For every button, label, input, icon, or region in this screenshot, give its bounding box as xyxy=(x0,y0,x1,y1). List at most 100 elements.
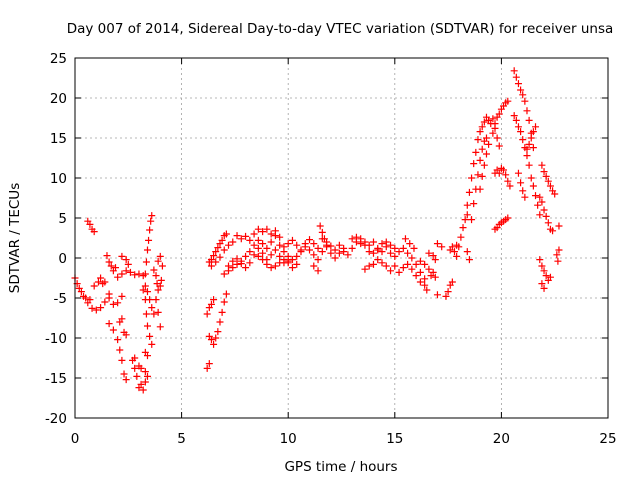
series-arc-l xyxy=(139,286,156,360)
data-point xyxy=(410,244,418,252)
data-point xyxy=(207,262,215,270)
data-point xyxy=(288,256,296,264)
data-point xyxy=(450,248,458,256)
series-arc-k xyxy=(131,354,149,376)
data-point xyxy=(457,233,465,241)
data-point xyxy=(365,262,373,270)
data-point xyxy=(293,252,301,260)
data-point xyxy=(146,296,154,304)
data-point xyxy=(495,169,503,177)
data-point xyxy=(433,291,441,299)
data-point xyxy=(395,248,403,256)
data-point xyxy=(521,193,529,201)
data-point xyxy=(512,116,520,124)
data-point xyxy=(147,217,155,225)
y-tick-label: -15 xyxy=(45,371,67,387)
data-point xyxy=(546,273,554,281)
data-point xyxy=(143,288,151,296)
data-point xyxy=(137,364,145,372)
data-point xyxy=(229,238,237,246)
data-point xyxy=(320,235,328,243)
data-point xyxy=(382,262,390,270)
data-point xyxy=(118,356,126,364)
series-arc-e xyxy=(103,252,120,275)
data-point xyxy=(510,112,518,120)
series-arc-at xyxy=(491,214,512,233)
data-point xyxy=(141,270,149,278)
data-point xyxy=(495,110,503,118)
data-point xyxy=(276,233,284,241)
series-arc-ad xyxy=(399,244,429,283)
series-arc-c xyxy=(84,217,98,236)
data-point xyxy=(465,188,473,196)
data-point xyxy=(352,233,360,241)
data-point xyxy=(109,300,117,308)
data-point xyxy=(534,201,542,209)
series-arc-f xyxy=(105,320,130,384)
data-point xyxy=(421,275,429,283)
data-point xyxy=(310,251,318,259)
data-point xyxy=(246,248,254,256)
data-point xyxy=(143,372,151,380)
data-point xyxy=(553,251,561,259)
data-point xyxy=(316,222,324,230)
data-point xyxy=(293,260,301,268)
data-point xyxy=(431,256,439,264)
data-point xyxy=(271,262,279,270)
data-point xyxy=(529,144,537,152)
data-point xyxy=(536,193,544,201)
data-point xyxy=(150,310,158,318)
data-point xyxy=(465,256,473,264)
data-point xyxy=(118,315,126,323)
series-arc-au xyxy=(510,67,537,152)
series-arc-ag xyxy=(425,249,439,264)
data-point xyxy=(222,230,230,238)
data-point xyxy=(254,236,262,244)
data-point xyxy=(421,281,429,289)
data-point xyxy=(416,268,424,276)
data-point xyxy=(154,257,162,265)
data-point xyxy=(444,288,452,296)
data-point xyxy=(448,243,456,251)
data-point xyxy=(425,249,433,257)
data-point xyxy=(77,288,85,296)
series-arc-ay xyxy=(538,161,559,198)
data-point xyxy=(555,222,563,230)
data-point xyxy=(242,232,250,240)
data-point xyxy=(335,241,343,249)
data-point xyxy=(288,264,296,272)
data-point xyxy=(482,134,490,142)
series-arc-o xyxy=(150,252,166,294)
data-point xyxy=(555,246,563,254)
data-point xyxy=(207,256,215,264)
data-point xyxy=(122,376,130,384)
data-point xyxy=(139,386,147,394)
data-point xyxy=(391,262,399,270)
data-point xyxy=(504,177,512,185)
data-point xyxy=(378,240,386,248)
data-point xyxy=(133,372,141,380)
data-point xyxy=(203,364,211,372)
data-point xyxy=(331,246,339,254)
data-point xyxy=(105,290,113,298)
data-point xyxy=(489,129,497,137)
y-tick-label: 5 xyxy=(58,211,67,227)
data-point xyxy=(101,278,109,286)
series-arc-ax xyxy=(514,169,529,201)
data-point xyxy=(425,265,433,273)
data-point xyxy=(271,232,279,240)
y-tick-label: -20 xyxy=(45,411,67,427)
x-tick-label: 10 xyxy=(280,431,297,447)
data-point xyxy=(259,249,267,257)
data-point xyxy=(103,252,111,260)
data-point xyxy=(142,258,150,266)
data-point xyxy=(126,268,134,276)
y-tick-label: 25 xyxy=(50,51,67,67)
data-point xyxy=(544,219,552,227)
x-tick-labels: 0 5 10 15 20 25 xyxy=(71,431,617,447)
data-point xyxy=(267,264,275,272)
series-arc-j xyxy=(129,356,151,394)
data-point xyxy=(157,276,165,284)
series-arc-ak xyxy=(446,241,461,256)
data-point xyxy=(135,270,143,278)
